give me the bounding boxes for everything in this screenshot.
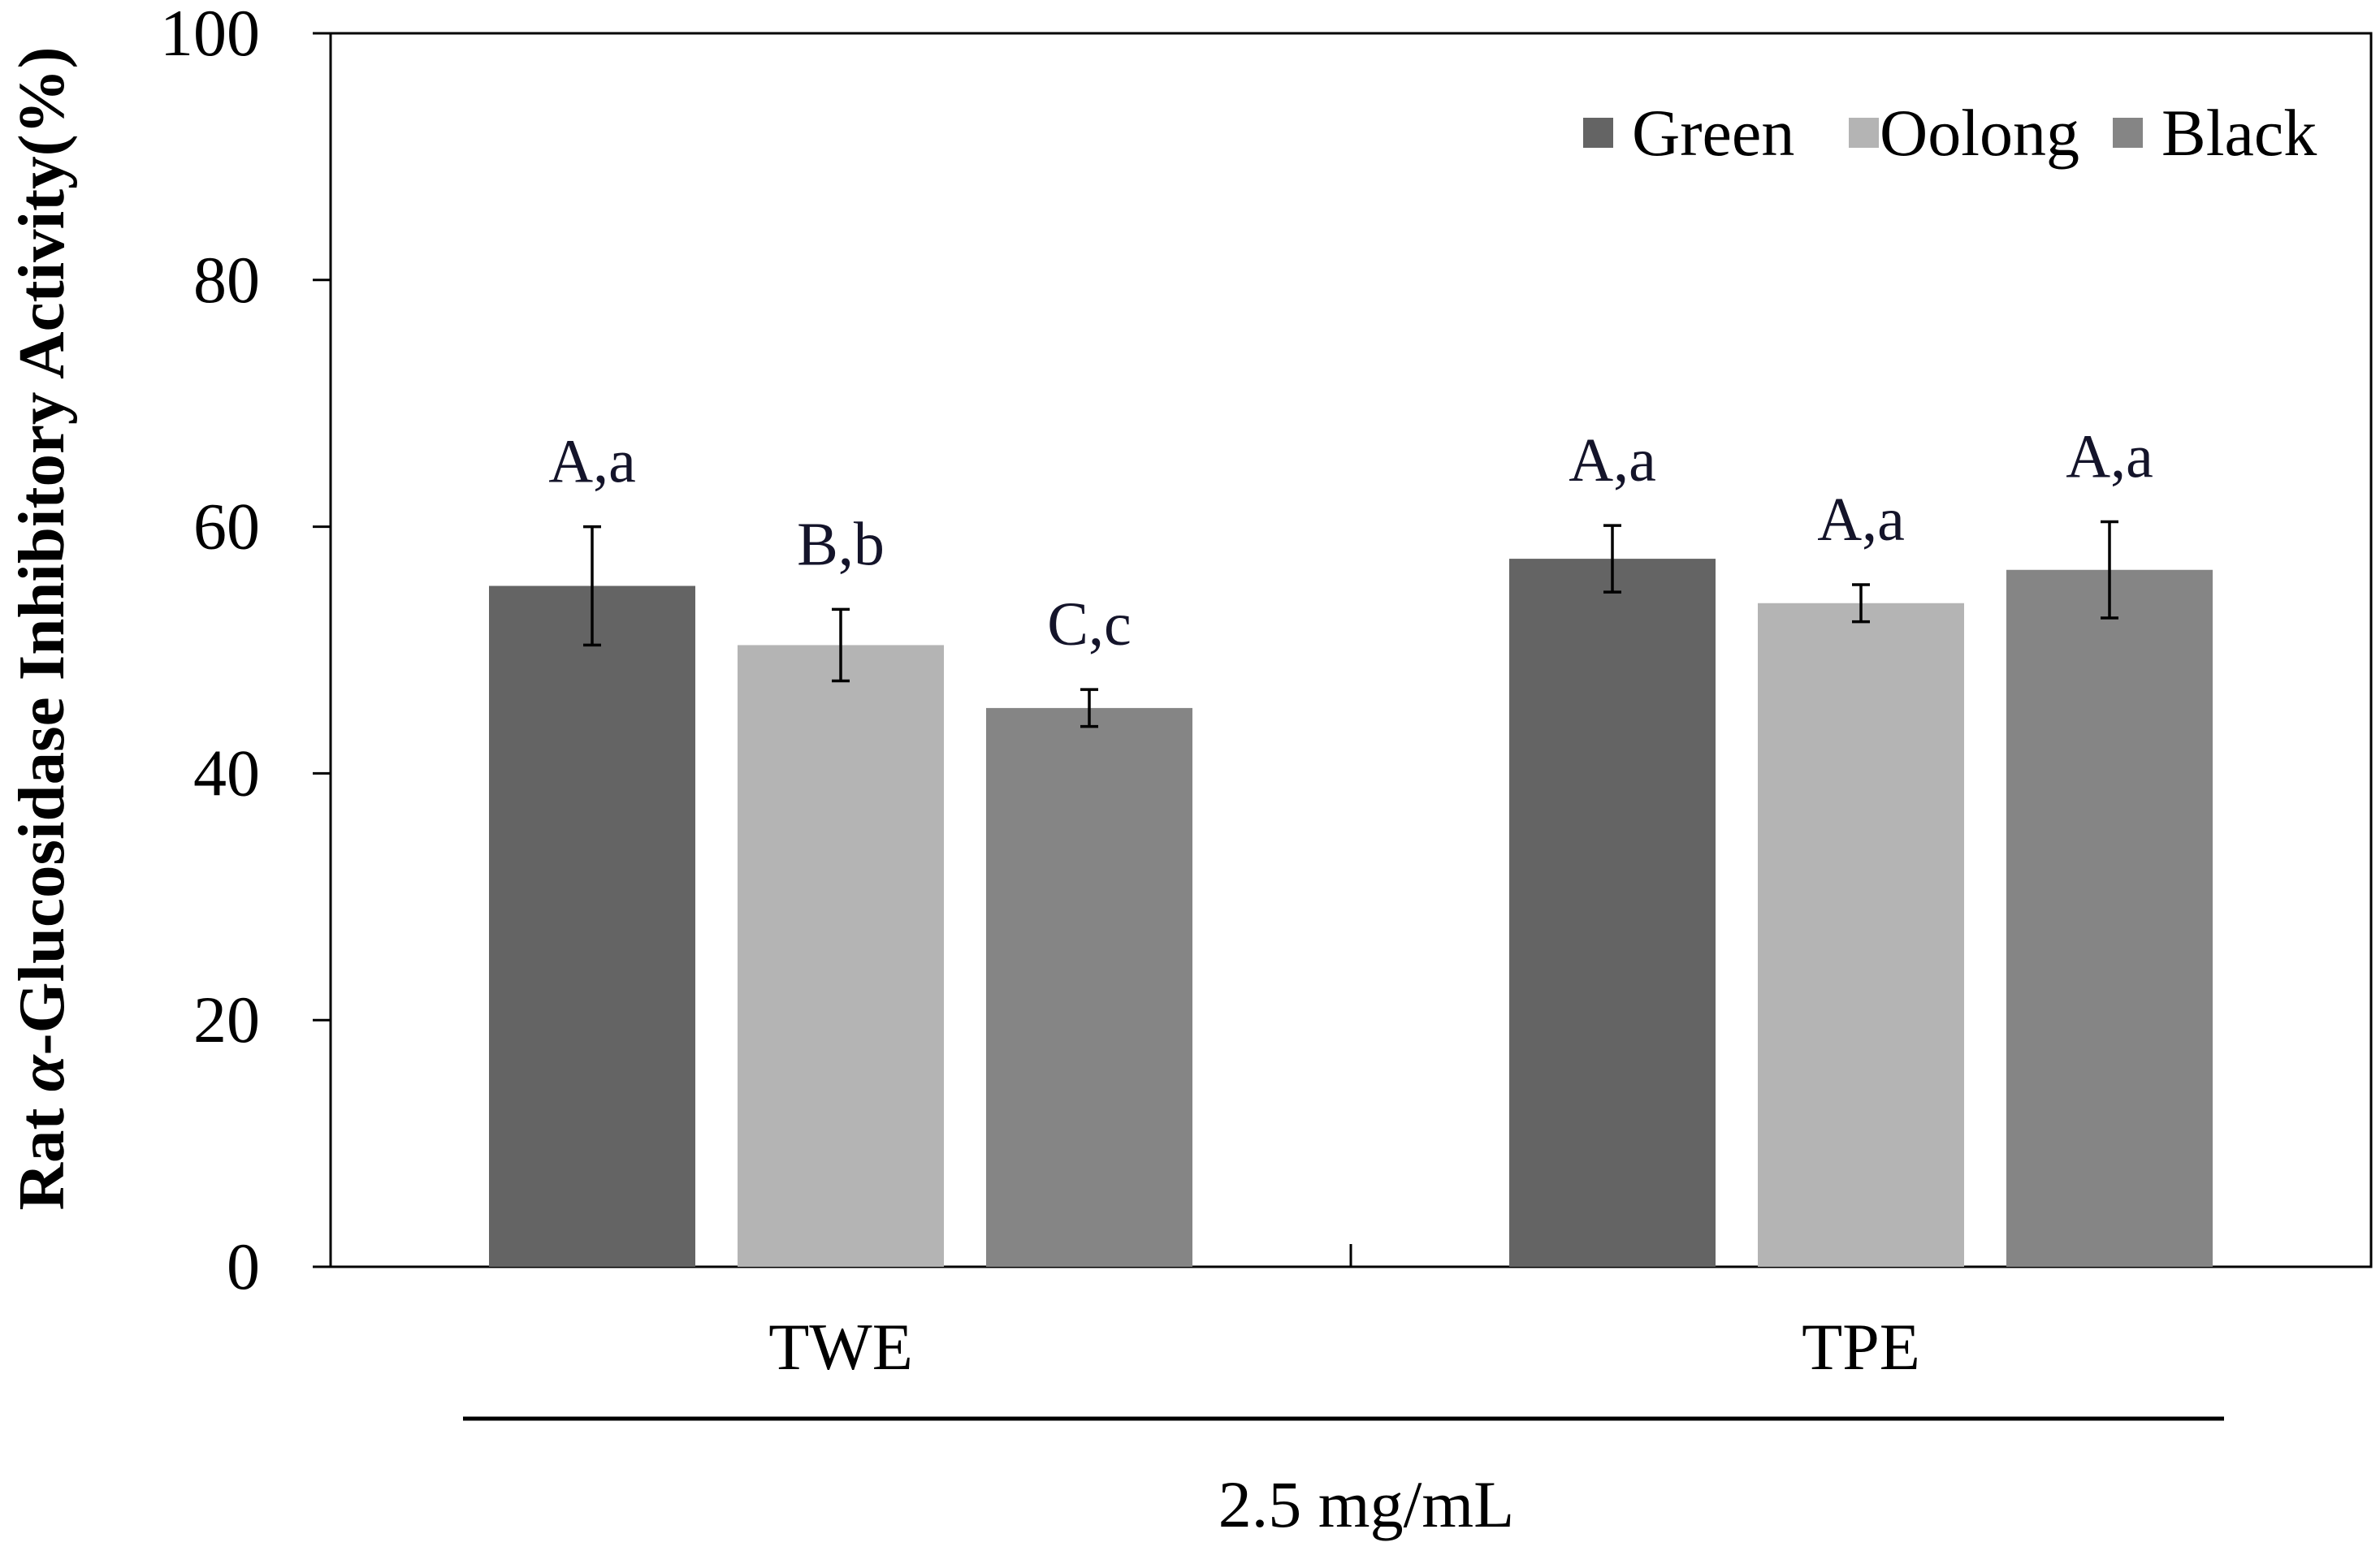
legend-swatch-green <box>1583 118 1613 148</box>
x-axis-label: 2.5 mg/mL <box>1218 1467 1514 1541</box>
error-bar-black-tpe <box>2101 520 2118 620</box>
error-bar-oolong-tpe <box>1852 583 1870 624</box>
bar-oolong-twe <box>738 645 944 1267</box>
bar-black-twe <box>986 707 1192 1267</box>
y-tick-label-20: 20 <box>193 983 260 1056</box>
significance-label-oolong-twe: B,b <box>797 510 885 578</box>
bar-black-tpe <box>2006 569 2213 1267</box>
y-label-suffix: -Glucosidase Inhibitory Activity(%) <box>5 46 78 1055</box>
y-axis-label: Rat α-Glucosidase Inhibitory Activity(%) <box>5 46 78 1210</box>
bar-green-tpe <box>1509 559 1716 1267</box>
significance-label-green-twe: A,a <box>548 428 636 496</box>
category-label-tpe: TPE <box>1802 1310 1920 1384</box>
legend-swatch-black <box>2113 118 2143 148</box>
y-label-prefix: Rat <box>5 1091 78 1210</box>
legend-swatch-oolong <box>1849 118 1879 148</box>
y-label-alpha: α <box>5 1054 78 1091</box>
bar-series <box>489 559 2213 1267</box>
error-bar-green-tpe <box>1603 524 1621 594</box>
significance-label-green-tpe: A,a <box>1569 426 1656 495</box>
bar-green-twe <box>489 585 695 1267</box>
legend-item-oolong: Oolong <box>1849 96 2079 170</box>
category-label-twe: TWE <box>768 1310 913 1384</box>
y-tick-label-0: 0 <box>227 1229 260 1303</box>
error-bar-black-twe <box>1080 688 1098 728</box>
y-tick-label-80: 80 <box>193 243 260 317</box>
legend: Green Oolong Black <box>1583 96 2317 170</box>
y-tick-label-100: 100 <box>160 0 260 70</box>
legend-item-green: Green <box>1583 96 1794 170</box>
significance-label-oolong-tpe: A,a <box>1817 486 1905 554</box>
y-tick-label-60: 60 <box>193 490 260 564</box>
significance-label-black-twe: C,c <box>1047 590 1131 659</box>
error-bars <box>583 520 2118 728</box>
legend-label-green: Green <box>1632 96 1794 170</box>
y-tick-label-40: 40 <box>193 736 260 810</box>
significance-labels: A,a A,a B,b A,a C,c A,a <box>548 423 2153 659</box>
error-bar-green-twe <box>583 525 601 647</box>
legend-label-oolong: Oolong <box>1880 96 2079 170</box>
legend-item-black: Black <box>2113 96 2317 170</box>
bar-oolong-tpe <box>1758 603 1964 1267</box>
error-bar-oolong-twe <box>832 607 850 683</box>
significance-label-black-tpe: A,a <box>2066 423 2153 491</box>
legend-label-black: Black <box>2161 96 2317 170</box>
y-axis-ticks: 0 20 40 60 80 100 <box>160 0 331 1303</box>
